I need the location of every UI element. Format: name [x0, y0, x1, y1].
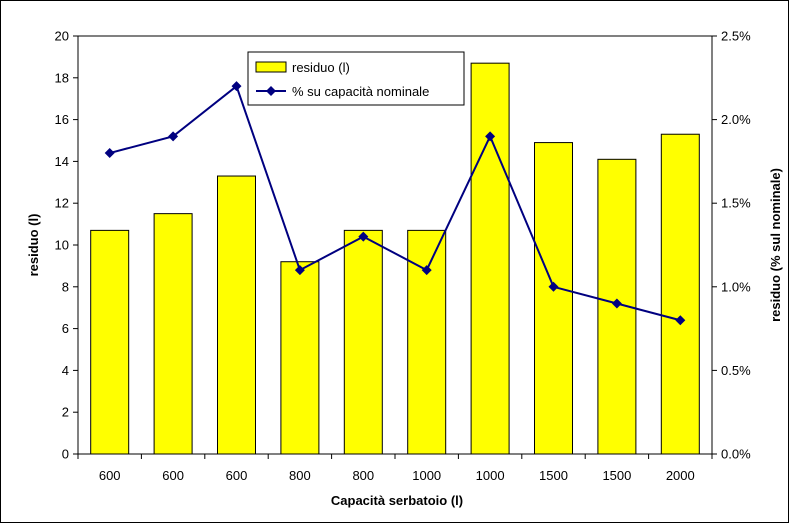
y-tick-label-0: 0: [62, 447, 69, 462]
y-tick-label-2: 4: [62, 363, 69, 378]
x-tick-label-3: 800: [289, 468, 311, 483]
x-tick-label-2: 600: [226, 468, 248, 483]
bar-0: [90, 229, 130, 455]
line-point-0: [104, 148, 115, 159]
bar-6: [470, 62, 510, 455]
bar-7: [534, 142, 573, 455]
line-point-6: [485, 131, 496, 142]
line-point-1: [168, 131, 179, 142]
axes-layer: 0 2 4 6 8 10 12 14 16 18 20 0.0% 0.5% 1.0% 1.5% 2.0% 2.5…: [55, 29, 752, 484]
y-axis-title: residuo (l): [26, 214, 41, 277]
x-tick-label-4: 800: [352, 468, 374, 483]
y-tick-label-8: 16: [55, 112, 69, 127]
line-point-7: [548, 281, 559, 292]
legend-bar-label: residuo (l): [292, 60, 350, 75]
y-tick-label-10: 20: [55, 29, 69, 44]
legend-line-label: % su capacità nominale: [292, 84, 429, 99]
line-layer: [104, 81, 686, 326]
line-point-4: [358, 231, 369, 242]
y-tick-label-5: 10: [55, 238, 69, 253]
bar-9: [660, 133, 700, 455]
y2-tick-label-4: 2.0%: [721, 112, 751, 127]
x-tick-label-5: 1000: [412, 468, 441, 483]
line-series: [109, 84, 681, 322]
line-point-2: [231, 81, 242, 92]
bar-4: [343, 229, 383, 455]
y2-tick-label-3: 1.5%: [721, 196, 751, 211]
bar-1: [153, 213, 193, 455]
y-tick-label-3: 6: [62, 321, 69, 336]
line-point-8: [611, 298, 622, 309]
x-tick-label-9: 2000: [666, 468, 695, 483]
y2-tick-label-5: 2.5%: [721, 29, 751, 44]
y-tick-label-6: 12: [55, 196, 69, 211]
y-tick-label-4: 8: [62, 279, 69, 294]
x-tick-label-8: 1500: [602, 468, 631, 483]
y2-axis-title: residuo (% sul nominale): [768, 168, 783, 322]
x-tick-label-7: 1500: [539, 468, 568, 483]
x-tick-label-6: 1000: [476, 468, 505, 483]
y-tick-label-9: 18: [55, 70, 69, 85]
y-tick-label-7: 14: [55, 154, 69, 169]
x-axis-title: Capacità serbatoio (l): [331, 493, 463, 508]
line-point-9: [675, 315, 686, 326]
bar-3: [280, 261, 320, 455]
y-tick-label-1: 2: [62, 405, 69, 420]
bars-layer: [90, 62, 700, 455]
legend: residuo (l) % su capacità nominale: [247, 51, 465, 106]
y2-tick-label-1: 0.5%: [721, 363, 751, 378]
legend-line-marker: [266, 86, 276, 96]
bar-2: [217, 175, 256, 455]
line-point-3: [294, 265, 305, 276]
legend-box: [247, 51, 465, 106]
x-tick-label-1: 600: [162, 468, 184, 483]
y2-tick-label-2: 1.0%: [721, 279, 751, 294]
legend-bar-swatch: [255, 61, 287, 73]
y2-tick-label-0: 0.0%: [721, 447, 751, 462]
x-tick-label-0: 600: [99, 468, 121, 483]
line-point-5: [421, 265, 432, 276]
